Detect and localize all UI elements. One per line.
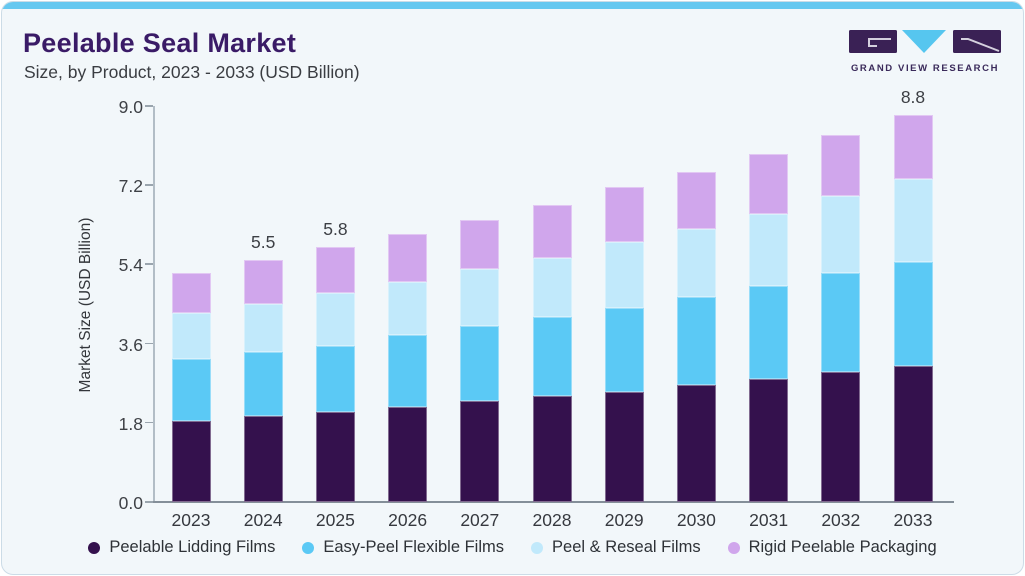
- y-tick-label: 9.0: [118, 97, 143, 117]
- bar-segment-2027-peelable-lidding-films: [460, 400, 500, 502]
- bar-segment-2029-peel-reseal-films: [604, 242, 644, 309]
- bar-segment-2024-peelable-lidding-films: [243, 416, 283, 502]
- x-tick-label-2029: 2029: [604, 510, 644, 530]
- bar-total-label-2025: 5.8: [323, 218, 348, 239]
- x-tick-label-2032: 2032: [821, 510, 861, 530]
- bar-segment-2031-peel-reseal-films: [749, 213, 789, 287]
- grand-view-research-logo: GRAND VIEW RESEARCH: [849, 30, 1001, 74]
- bar-segment-2029-peelable-lidding-films: [604, 392, 644, 502]
- x-axis-line: [153, 501, 954, 503]
- x-tick-label-2030: 2030: [676, 510, 716, 530]
- bar-segment-2032-easy-peel-flexible-films: [821, 273, 861, 373]
- bar-segment-2025-rigid-peelable-packaging: [315, 246, 355, 293]
- bar-segment-2027-rigid-peelable-packaging: [460, 220, 500, 269]
- legend-dot-icon: [727, 541, 740, 554]
- bar-segment-2032-peel-reseal-films: [821, 196, 861, 274]
- bar-segment-2030-easy-peel-flexible-films: [676, 297, 716, 386]
- legend-label: Rigid Peelable Packaging: [748, 538, 937, 556]
- bar-segment-2023-rigid-peelable-packaging: [171, 273, 211, 313]
- legend-item-peel-reseal-films: Peel & Reseal Films: [531, 538, 701, 557]
- y-tick-label: 1.8: [118, 413, 143, 434]
- bar-segment-2029-easy-peel-flexible-films: [604, 308, 644, 392]
- bar-segment-2027-easy-peel-flexible-films: [460, 326, 500, 401]
- x-tick-label-2025: 2025: [315, 510, 355, 530]
- legend-dot-icon: [302, 541, 315, 554]
- bar-segment-2026-rigid-peelable-packaging: [388, 233, 428, 282]
- bar-segment-2026-peelable-lidding-films: [388, 407, 428, 502]
- bar-segment-2033-easy-peel-flexible-films: [893, 262, 933, 366]
- bar-segment-2026-easy-peel-flexible-films: [388, 334, 428, 408]
- x-tick-label-2031: 2031: [749, 510, 789, 530]
- page-title: Peelable Seal Market: [23, 28, 297, 58]
- bar-segment-2023-easy-peel-flexible-films: [171, 359, 211, 421]
- bar-segment-2028-easy-peel-flexible-films: [532, 317, 572, 397]
- x-tick-label-2027: 2027: [460, 510, 500, 530]
- bar-segment-2031-peelable-lidding-films: [749, 378, 789, 502]
- x-tick-label-2023: 2023: [171, 510, 211, 530]
- page-subtitle: Size, by Product, 2023 - 2033 (USD Billi…: [24, 62, 360, 82]
- bar-segment-2024-peel-reseal-films: [243, 304, 283, 353]
- bar-segment-2031-easy-peel-flexible-films: [749, 286, 789, 379]
- bar-segment-2030-rigid-peelable-packaging: [676, 172, 716, 230]
- logo-text: GRAND VIEW RESEARCH: [850, 63, 1000, 74]
- bar-segment-2025-easy-peel-flexible-films: [315, 345, 355, 412]
- y-axis-title: Market Size (USD Billion): [77, 217, 94, 393]
- legend-label: Easy-Peel Flexible Films: [323, 538, 505, 556]
- y-tick-mark: [145, 105, 153, 107]
- bar-segment-2032-peelable-lidding-films: [821, 372, 861, 502]
- bar-total-label-2033: 8.8: [900, 86, 926, 107]
- y-tick-mark: [145, 501, 153, 503]
- bar-segment-2030-peelable-lidding-films: [676, 385, 716, 502]
- bar-segment-2026-peel-reseal-films: [388, 282, 428, 335]
- bar-segment-2033-rigid-peelable-packaging: [893, 114, 933, 179]
- legend-item-rigid-peelable-packaging: Rigid Peelable Packaging: [727, 538, 937, 557]
- top-accent-bar: [2, 2, 1023, 9]
- legend-label: Peelable Lidding Films: [109, 538, 276, 556]
- x-tick-label-2028: 2028: [532, 510, 572, 530]
- bar-total-label-2024: 5.5: [251, 232, 276, 252]
- bar-segment-2032-rigid-peelable-packaging: [821, 134, 861, 197]
- bar-segment-2029-rigid-peelable-packaging: [604, 187, 644, 243]
- bar-segment-2024-rigid-peelable-packaging: [243, 260, 283, 304]
- bar-segment-2028-peelable-lidding-films: [532, 396, 572, 502]
- y-tick-label: 3.6: [118, 334, 143, 355]
- bar-segment-2031-rigid-peelable-packaging: [749, 154, 789, 214]
- chart-legend: Peelable Lidding Films Easy-Peel Flexible…: [2, 538, 1023, 557]
- bar-segment-2030-peel-reseal-films: [676, 229, 716, 298]
- legend-item-peelable-lidding-films: Peelable Lidding Films: [88, 538, 275, 557]
- y-tick-mark: [145, 263, 153, 265]
- bar-segment-2024-easy-peel-flexible-films: [243, 352, 283, 417]
- legend-dot-icon: [88, 541, 101, 554]
- bar-segment-2033-peel-reseal-films: [893, 178, 933, 263]
- legend-dot-icon: [531, 541, 544, 554]
- x-tick-label-2026: 2026: [388, 510, 428, 530]
- y-axis-line: [153, 106, 155, 502]
- legend-label: Peel & Reseal Films: [552, 538, 701, 556]
- y-tick-label: 0.0: [118, 493, 143, 513]
- gvr-logo-icon: [849, 30, 1001, 53]
- x-tick-label-2033: 2033: [893, 510, 933, 530]
- bar-segment-2033-peelable-lidding-films: [893, 365, 933, 502]
- bar-segment-2028-peel-reseal-films: [532, 257, 572, 318]
- bar-segment-2025-peelable-lidding-films: [315, 411, 355, 502]
- bar-segment-2025-peel-reseal-films: [315, 293, 355, 346]
- y-tick-label: 7.2: [118, 176, 143, 197]
- y-tick-label: 5.4: [118, 255, 143, 276]
- bar-segment-2028-rigid-peelable-packaging: [532, 205, 572, 258]
- bar-segment-2023-peelable-lidding-films: [171, 420, 211, 502]
- x-tick-label-2024: 2024: [243, 510, 283, 530]
- y-tick-mark: [145, 342, 153, 345]
- bar-segment-2023-peel-reseal-films: [171, 312, 211, 359]
- y-tick-mark: [145, 421, 153, 424]
- y-tick-mark: [145, 184, 153, 186]
- legend-item-easy-peel-flexible-films: Easy-Peel Flexible Films: [302, 538, 504, 557]
- bar-segment-2027-peel-reseal-films: [460, 268, 500, 326]
